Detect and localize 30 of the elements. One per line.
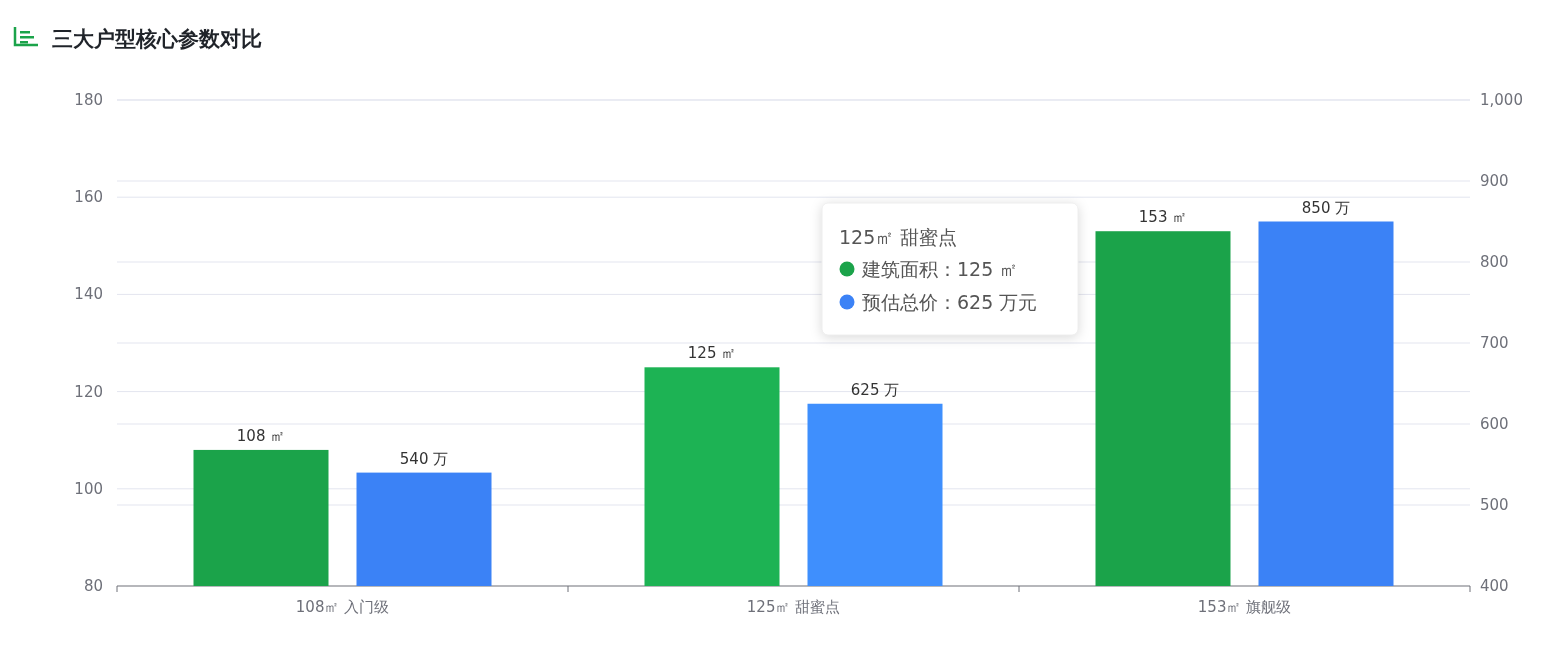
y2-tick-label: 600 [1480,415,1509,433]
legend-label: 建筑面积 [861,258,938,280]
annotation: ：125 ㎡ [938,258,1019,280]
legend-title: 125㎡ 甜蜜点 [839,226,958,248]
y2-tick-label: 400 [1480,577,1509,595]
y-tick-label: 140 [74,285,103,304]
legend-item: 预估总价 [839,291,938,313]
data-label: 125 ㎡ [687,344,737,363]
data-label: 153 ㎡ [1138,208,1188,227]
chart-title: 三大户型核心参数对比 [52,27,262,51]
x-tick-label: 153㎡ 旗舰级 [1197,598,1292,616]
data-label: 108 ㎡ [236,426,286,445]
x-tick-label: 108㎡ 入门级 [295,598,390,616]
data-label: 540 万 [399,449,449,468]
y2-tick-label: 500 [1480,496,1509,514]
y-tick-label: 180 [74,91,103,109]
data-label: 625 万 [850,380,900,399]
y2-tick-label: 1,000 [1480,91,1523,109]
y2-tick-label: 900 [1480,172,1509,190]
y-tick-label: 160 [74,188,103,207]
y-tick-label: 100 [74,479,103,498]
y-tick-label: 120 [74,382,103,401]
data-label: 850 万 [1301,198,1351,217]
legend-label: 预估总价 [862,291,938,313]
legend-item: 建筑面积 [839,258,938,280]
x-tick-label: 125㎡ 甜蜜点 [746,598,841,616]
y2-tick-label: 800 [1480,253,1509,271]
y-tick-label: 80 [83,577,103,595]
annotation: ：625 万元 [938,291,1038,313]
y2-tick-label: 700 [1480,334,1509,352]
